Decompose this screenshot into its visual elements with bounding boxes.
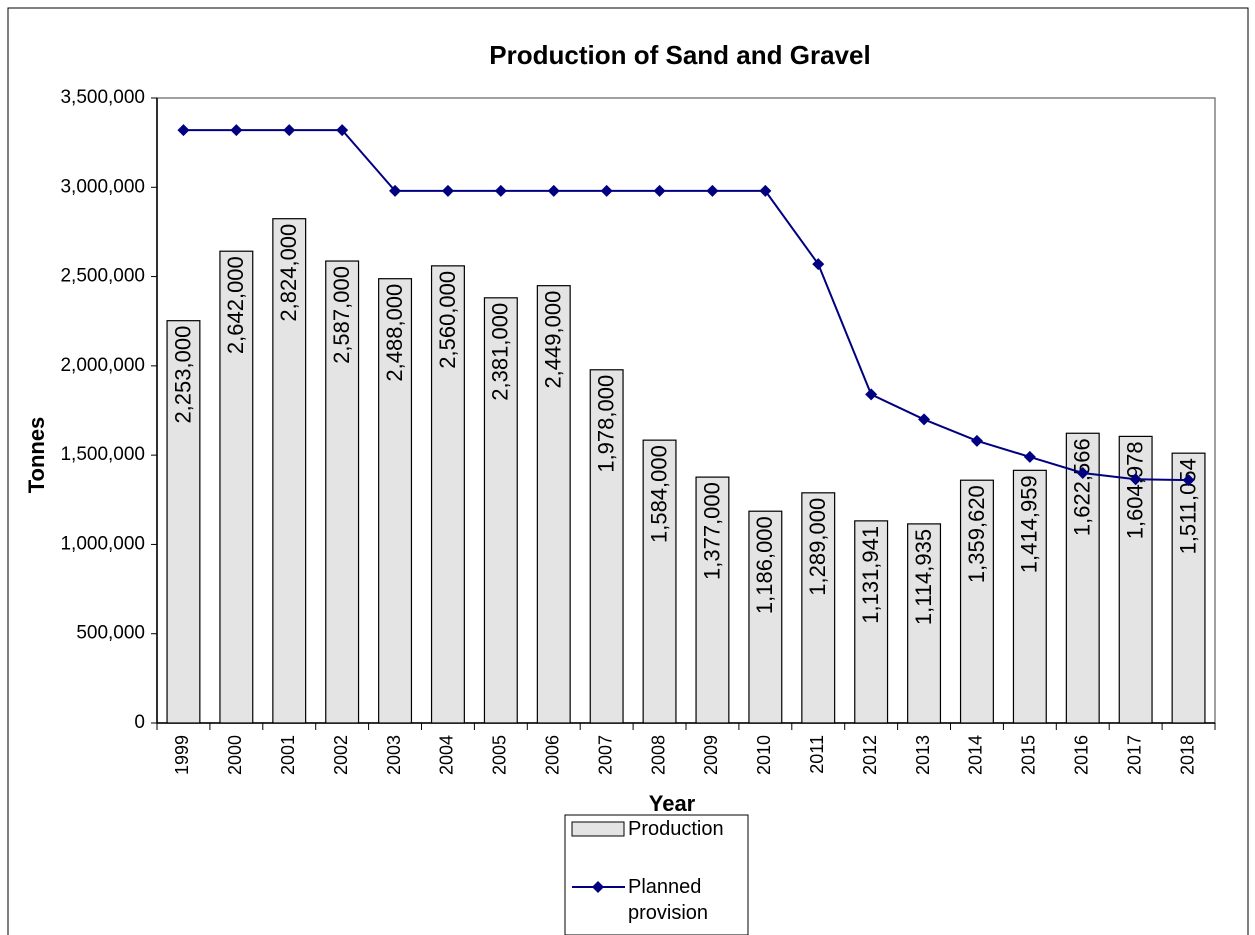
x-tick-label: 2001 <box>278 735 298 775</box>
bar <box>430 265 465 724</box>
line-marker <box>812 258 825 271</box>
line-marker <box>177 124 190 137</box>
line-marker <box>389 184 402 197</box>
bar <box>695 476 730 724</box>
y-tick-label: 2,000,000 <box>60 355 145 376</box>
bar-value-label: 1,604,978 <box>1122 441 1147 539</box>
bar-value-label: 2,587,000 <box>329 266 354 364</box>
bar <box>1012 469 1047 724</box>
y-tick-label: 3,500,000 <box>60 87 145 108</box>
bar-value-label: 2,253,000 <box>170 326 195 424</box>
line-marker <box>547 184 560 197</box>
x-tick-label: 2014 <box>966 735 986 775</box>
bar-value-label: 2,381,000 <box>488 303 513 401</box>
y-tick-label: 0 <box>134 712 145 733</box>
bar-value-label: 2,824,000 <box>276 224 301 322</box>
line-marker <box>283 124 296 137</box>
y-tick-label: 500,000 <box>76 623 145 644</box>
line-marker <box>336 124 349 137</box>
legend-swatch <box>571 821 625 837</box>
bar-value-label: 1,377,000 <box>699 482 724 580</box>
bar <box>536 285 571 724</box>
bar-value-label: 1,584,000 <box>646 445 671 543</box>
x-tick-label: 2000 <box>225 735 245 775</box>
bar-value-label: 1,359,620 <box>964 485 989 583</box>
bar <box>907 523 942 724</box>
x-tick-label: 1999 <box>172 735 192 775</box>
bar <box>378 278 413 724</box>
x-tick-label: 2017 <box>1124 735 1144 775</box>
bar <box>483 297 518 724</box>
bar-value-label: 2,560,000 <box>435 271 460 369</box>
line-marker <box>759 184 772 197</box>
line-marker <box>494 184 507 197</box>
y-tick-label: 3,000,000 <box>60 176 145 197</box>
line-marker <box>653 184 666 197</box>
x-tick-label: 2007 <box>595 735 615 775</box>
line-marker <box>1182 474 1195 487</box>
legend-label: Planned provision <box>628 876 709 924</box>
x-axis-title: Year <box>649 791 696 816</box>
x-tick-label: 2005 <box>490 735 510 775</box>
y-tick-label: 1,000,000 <box>60 533 145 554</box>
bar-value-label: 2,449,000 <box>541 291 566 389</box>
x-tick-label: 2018 <box>1177 735 1197 775</box>
x-tick-label: 2011 <box>807 735 827 774</box>
bar <box>801 492 836 724</box>
line-marker <box>1129 473 1142 486</box>
line-marker <box>441 184 454 197</box>
bar <box>1171 452 1206 724</box>
bar <box>325 260 360 724</box>
x-tick-label: 2008 <box>648 735 668 775</box>
bar <box>1065 432 1100 724</box>
bar-value-label: 1,511,054 <box>1175 458 1200 554</box>
legend-marker <box>592 881 604 893</box>
bar-value-label: 1,114,935 <box>911 529 936 625</box>
x-tick-label: 2012 <box>860 735 880 775</box>
line-marker <box>1076 467 1089 479</box>
x-tick-label: 2006 <box>543 735 563 775</box>
bar <box>642 439 677 724</box>
bar-value-label: 1,622,566 <box>1070 438 1095 536</box>
bar <box>959 479 994 724</box>
y-tick-label: 1,500,000 <box>60 444 145 465</box>
y-axis-title: Tonnes <box>24 417 49 494</box>
bar-value-label: 1,414,959 <box>1017 475 1042 573</box>
line-marker <box>970 434 983 447</box>
line-marker <box>918 413 931 426</box>
bar-value-label: 1,186,000 <box>752 516 777 614</box>
bar-value-label: 1,978,000 <box>593 375 618 473</box>
x-tick-label: 2010 <box>754 735 774 775</box>
bar <box>589 369 624 724</box>
x-tick-label: 2002 <box>331 735 351 775</box>
line-marker <box>865 388 878 401</box>
bar <box>748 510 783 724</box>
x-tick-label: 2009 <box>701 735 721 775</box>
bar <box>272 218 307 724</box>
bar <box>219 250 254 724</box>
line-series <box>183 129 1189 482</box>
legend-label: Production <box>628 818 724 840</box>
bar-value-label: 2,642,000 <box>223 256 248 354</box>
line-marker <box>600 184 613 197</box>
bar <box>854 520 889 724</box>
bar-value-label: 1,289,000 <box>805 498 830 596</box>
x-tick-label: 2015 <box>1019 735 1039 775</box>
x-tick-label: 2004 <box>437 735 457 775</box>
line-marker <box>706 184 719 197</box>
bar-value-label: 2,488,000 <box>382 284 407 382</box>
line-marker <box>230 124 243 137</box>
bar <box>166 320 201 724</box>
bar-value-label: 1,131,941 <box>858 526 883 624</box>
y-tick-label: 2,500,000 <box>60 266 145 287</box>
x-tick-label: 2013 <box>913 735 933 775</box>
x-tick-label: 2003 <box>384 735 404 775</box>
chart-title: Production of Sand and Gravel <box>489 40 870 70</box>
line-marker <box>1023 450 1036 463</box>
x-tick-label: 2016 <box>1072 735 1092 775</box>
